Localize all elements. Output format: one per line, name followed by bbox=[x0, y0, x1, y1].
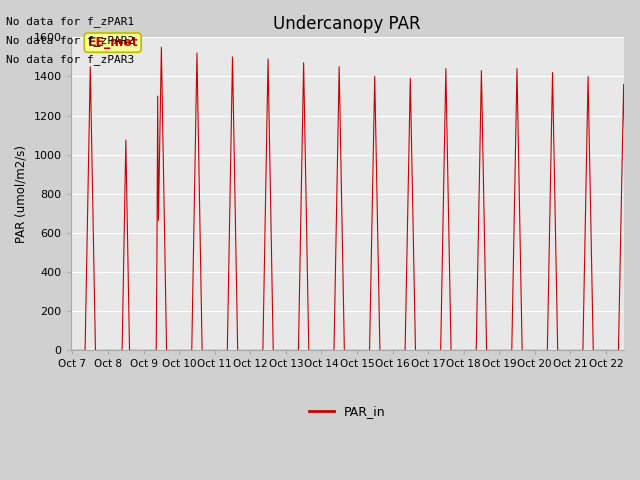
Legend: PAR_in: PAR_in bbox=[304, 400, 390, 423]
Text: EE_met: EE_met bbox=[88, 36, 138, 49]
Text: No data for f_zPAR2: No data for f_zPAR2 bbox=[6, 35, 134, 46]
Title: Undercanopy PAR: Undercanopy PAR bbox=[273, 15, 421, 33]
Y-axis label: PAR (umol/m2/s): PAR (umol/m2/s) bbox=[15, 145, 28, 243]
Text: No data for f_zPAR3: No data for f_zPAR3 bbox=[6, 54, 134, 65]
Text: No data for f_zPAR1: No data for f_zPAR1 bbox=[6, 16, 134, 27]
